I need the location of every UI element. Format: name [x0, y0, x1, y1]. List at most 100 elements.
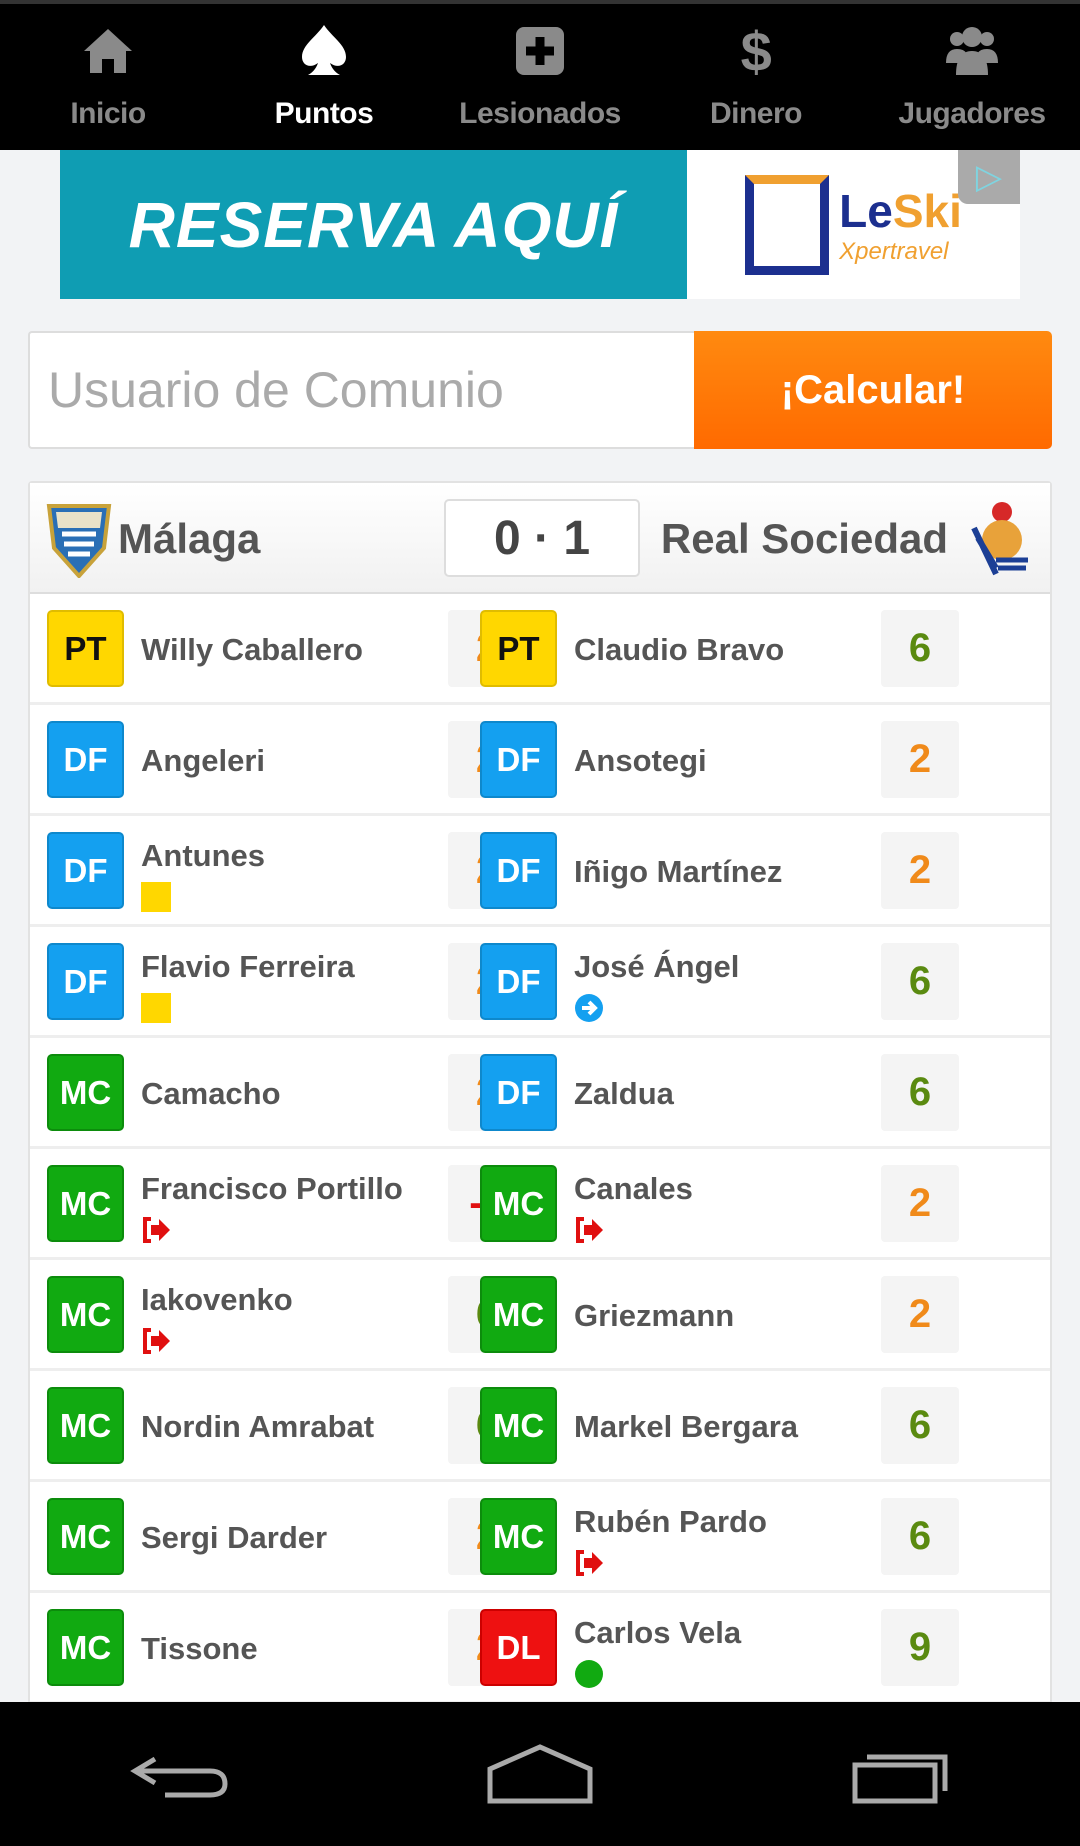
ad-brand-a: Le	[839, 184, 893, 237]
away-player[interactable]: DL Carlos Vela 9	[463, 1593, 963, 1701]
player-name: Francisco Portillo	[141, 1171, 403, 1206]
nav-tab-puntos[interactable]: Puntos	[216, 4, 432, 150]
position-badge: MC	[47, 1276, 124, 1353]
away-player[interactable]: DF Zaldua 6	[463, 1038, 963, 1146]
player-points: 2	[881, 1165, 959, 1242]
ad-logo: LeSki Xpertravel ▷	[687, 150, 1020, 299]
home-player[interactable]: MCIakovenko6	[30, 1260, 530, 1368]
leski-logo-icon	[745, 174, 830, 275]
position-badge: DF	[47, 721, 124, 798]
home-icon[interactable]	[485, 1739, 595, 1809]
adchoices-icon[interactable]: ▷	[958, 150, 1020, 204]
player-points: 6	[881, 1387, 959, 1464]
position-badge: DF	[480, 721, 557, 798]
away-player[interactable]: MC Canales 2	[463, 1149, 963, 1257]
player-name: Tissone	[141, 1631, 258, 1666]
player-row: DF Antunes 2DF Iñigo Martínez 2	[30, 816, 1050, 927]
home-player[interactable]: MCTissone2	[30, 1593, 530, 1701]
player-points: 6	[881, 943, 959, 1020]
system-navigation-bar	[0, 1702, 1080, 1846]
player-name: Iñigo Martínez	[574, 854, 783, 889]
real-sociedad-crest-icon	[971, 502, 1028, 576]
position-badge: PT	[47, 610, 124, 687]
position-badge: MC	[47, 1054, 124, 1131]
player-name: Markel Bergara	[574, 1409, 799, 1444]
player-points: 2	[881, 832, 959, 909]
goal-icon	[574, 1659, 604, 1689]
position-badge: DL	[480, 1609, 557, 1686]
ad-banner[interactable]: RESERVA AQUÍ LeSki Xpertravel ▷	[60, 150, 1020, 299]
away-player[interactable]: PT Claudio Bravo 6	[463, 594, 963, 702]
player-points: 6	[881, 1498, 959, 1575]
ad-brand-b: Ski	[892, 184, 962, 237]
player-points: 2	[881, 1276, 959, 1353]
position-badge: DF	[47, 832, 124, 909]
player-name: Camacho	[141, 1076, 281, 1111]
calculate-button[interactable]: ¡Calcular!	[694, 331, 1052, 449]
match-header: Málaga 0 · 1 Real Sociedad	[30, 483, 1050, 594]
player-name: Claudio Bravo	[574, 632, 785, 667]
nav-tab-label: Lesionados	[459, 97, 621, 130]
position-badge: DF	[47, 943, 124, 1020]
top-navigation: Inicio Puntos Lesionados $ Dinero Jugadores	[0, 0, 1080, 150]
position-badge: MC	[480, 1276, 557, 1353]
player-points: 2	[881, 721, 959, 798]
player-name: Antunes	[141, 838, 265, 873]
home-player[interactable]: MCCamacho2	[30, 1038, 530, 1146]
away-player[interactable]: DF Iñigo Martínez 2	[463, 816, 963, 924]
position-badge: MC	[47, 1609, 124, 1686]
spade-icon	[296, 23, 352, 97]
player-name: Iakovenko	[141, 1282, 293, 1317]
away-player[interactable]: DF Ansotegi 2	[463, 705, 963, 813]
player-row: MCCamacho2DFZaldua6	[30, 1038, 1050, 1149]
home-player[interactable]: DFAngeleri2	[30, 705, 530, 813]
away-player[interactable]: MC Rubén Pardo 6	[463, 1482, 963, 1590]
nav-tab-jugadores[interactable]: Jugadores	[864, 4, 1080, 150]
player-name: Rubén Pardo	[574, 1504, 767, 1539]
yellow-card-icon	[141, 993, 171, 1023]
svg-text:$: $	[741, 23, 772, 79]
position-badge: MC	[47, 1165, 124, 1242]
nav-tab-inicio[interactable]: Inicio	[0, 4, 216, 150]
position-badge: DF	[480, 832, 557, 909]
match-card: Málaga 0 · 1 Real Sociedad PT Willy Cabal…	[28, 481, 1052, 1781]
player-name: Flavio Ferreira	[141, 949, 355, 984]
home-team-name: Málaga	[118, 515, 261, 562]
ad-brand-sub: Xpertravel	[839, 237, 949, 265]
player-name: Griezmann	[574, 1298, 735, 1333]
player-name: Zaldua	[574, 1076, 674, 1111]
away-player[interactable]: MC Markel Bergara 6	[463, 1371, 963, 1479]
comunio-user-input[interactable]	[28, 331, 694, 449]
nav-tab-dinero[interactable]: $ Dinero	[648, 4, 864, 150]
sub-in-icon	[574, 993, 604, 1023]
player-name: Carlos Vela	[574, 1615, 742, 1650]
player-name: Willy Caballero	[141, 632, 363, 667]
position-badge: MC	[480, 1165, 557, 1242]
nav-tab-label: Jugadores	[898, 97, 1046, 130]
player-points: 6	[881, 610, 959, 687]
away-player[interactable]: MC Griezmann 2	[463, 1260, 963, 1368]
home-player[interactable]: DFAntunes2	[30, 816, 530, 924]
player-row: MCIakovenko6MCGriezmann2	[30, 1260, 1050, 1371]
sub-out-icon	[574, 1215, 604, 1245]
sub-out-icon	[141, 1326, 171, 1356]
match-score: 0 · 1	[444, 499, 640, 577]
player-name: Sergi Darder	[141, 1520, 328, 1555]
back-icon[interactable]	[125, 1739, 235, 1809]
position-badge: MC	[47, 1387, 124, 1464]
nav-tab-label: Inicio	[70, 97, 146, 130]
position-badge: DF	[480, 943, 557, 1020]
position-badge: MC	[47, 1498, 124, 1575]
recent-apps-icon[interactable]	[845, 1739, 955, 1809]
nav-tab-lesionados[interactable]: Lesionados	[432, 4, 648, 150]
away-player[interactable]: DF José Ángel 6	[463, 927, 963, 1035]
